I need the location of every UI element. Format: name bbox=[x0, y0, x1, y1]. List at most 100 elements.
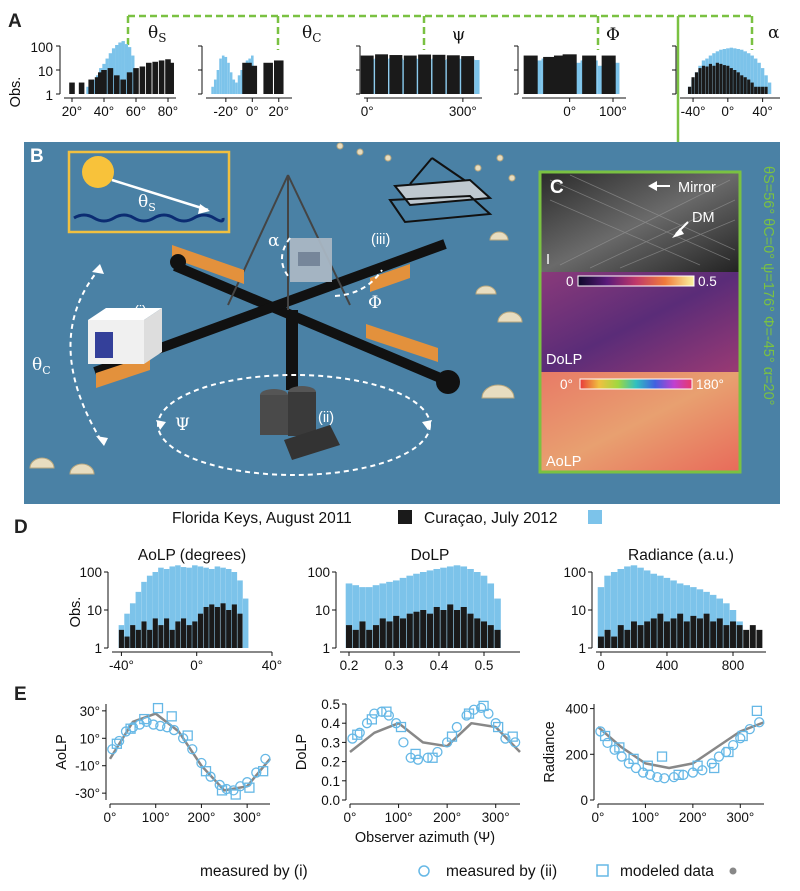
A-alpha-bar-florida-2 bbox=[694, 72, 699, 94]
D-dolp-bar-curacao-8 bbox=[399, 577, 407, 648]
A-psi-bar-florida-6 bbox=[446, 55, 460, 94]
D-aolp-bar-florida-19 bbox=[226, 610, 232, 648]
A-alpha-xtick-label-1: 0° bbox=[721, 104, 734, 119]
D-radiance-bar-curacao-1 bbox=[604, 575, 611, 648]
E-dolp-point-i-3 bbox=[369, 708, 380, 719]
D-radiance-title: Radiance (a.u.) bbox=[628, 547, 734, 564]
E-radiance-point-i-19 bbox=[744, 723, 755, 735]
E-radiance-xtick-label-0: 0° bbox=[592, 810, 605, 825]
E-radiance-ytick-label-2: 0 bbox=[580, 793, 588, 808]
parameter-readout: θS=56° θC=0° ψ=176° Φ=-45° α=20° bbox=[760, 166, 776, 405]
D-radiance-bar-florida-0 bbox=[597, 636, 604, 648]
E-radiance-xtick-label-2: 200° bbox=[679, 810, 707, 825]
D-radiance-bar-florida-13 bbox=[683, 621, 690, 648]
A-thetaS-bar-florida-1 bbox=[78, 82, 85, 94]
A-alpha-xtick-label-2: 40° bbox=[752, 104, 772, 119]
D-aolp-bar-florida-9 bbox=[169, 629, 175, 648]
A-alpha-bar-florida-10 bbox=[722, 65, 726, 94]
D-dolp-bar-florida-8 bbox=[399, 618, 407, 648]
A-alpha-bar-florida-9 bbox=[719, 63, 723, 94]
E-dolp-point-ii-10 bbox=[507, 731, 518, 742]
E-aolp-xtick-label-0: 0° bbox=[104, 810, 117, 825]
D-radiance-bar-curacao-6 bbox=[637, 567, 644, 648]
D-dolp-bar-florida-14 bbox=[440, 610, 447, 648]
A-thetaS-bar-florida-10 bbox=[133, 68, 139, 94]
A-alpha-bar-florida-20 bbox=[757, 86, 761, 94]
D-dolp-bar-florida-3 bbox=[366, 629, 373, 648]
legend-florida-label: Florida Keys, August 2011 bbox=[172, 510, 352, 527]
D-dolp-bar-curacao-22 bbox=[494, 598, 501, 648]
A-thetaC-bar-florida-0 bbox=[242, 62, 252, 94]
legend: Florida Keys, August 2011 Curaçao, July … bbox=[172, 510, 602, 527]
E-aolp-model-curve bbox=[108, 712, 271, 792]
D-radiance-xtick-label-2: 800 bbox=[722, 658, 745, 673]
D-radiance-bar-florida-21 bbox=[736, 625, 743, 648]
A-alpha-bar-florida-8 bbox=[715, 62, 719, 94]
D-aolp-bar-curacao-11 bbox=[180, 567, 187, 648]
A-phi-bar-florida-5 bbox=[601, 55, 616, 94]
panel-a-histograms: 20° 40° 60° 80° -20° 0° 20° 0° 300° 0° 100° -40° 0° 4… bbox=[56, 41, 780, 119]
aolp-colorbar bbox=[579, 378, 693, 390]
camera-ii bbox=[260, 386, 340, 460]
D-dolp-ytick-label-1: 10 bbox=[315, 603, 330, 618]
connector-lines bbox=[126, 14, 754, 172]
legend-measured-ii: measured by (ii) bbox=[446, 863, 557, 880]
D-aolp-bar-curacao-22 bbox=[242, 598, 249, 648]
A-thetaS-bar-florida-0 bbox=[69, 82, 75, 94]
A-thetaS-xtick-label-1: 40° bbox=[94, 104, 114, 119]
label-ii: (ii) bbox=[318, 410, 334, 426]
D-radiance-ytick-label-0: 100 bbox=[563, 565, 586, 580]
D-aolp-bar-florida-8 bbox=[164, 618, 170, 648]
D-aolp-bar-florida-2 bbox=[130, 625, 136, 648]
D-aolp-bar-florida-10 bbox=[175, 621, 181, 648]
title-alpha: α bbox=[768, 23, 780, 43]
D-radiance-bar-curacao-8 bbox=[650, 573, 658, 648]
D-aolp-bar-curacao-13 bbox=[192, 565, 198, 648]
floating-cage bbox=[388, 157, 493, 224]
E-aolp-point-i-19 bbox=[251, 767, 262, 778]
A-thetaC-bar-curacao-10 bbox=[237, 75, 241, 94]
E-dolp-point-ii-3 bbox=[395, 721, 407, 733]
A-thetaS-bar-curacao-7 bbox=[111, 48, 116, 94]
label-psi: Ψ bbox=[175, 415, 190, 435]
D-aolp-ytick-label-1: 10 bbox=[87, 603, 102, 618]
D-radiance-bar-florida-24 bbox=[756, 629, 763, 648]
A-thetaS-bar-florida-2 bbox=[88, 79, 94, 94]
A-thetaC-xtick-label-0: -20° bbox=[213, 104, 238, 119]
E-aolp-point-ii-4 bbox=[166, 711, 177, 722]
A-alpha-bar-curacao-16 bbox=[743, 51, 747, 94]
D-aolp-bar-florida-0 bbox=[118, 629, 124, 648]
A-thetaS-bar-florida-11 bbox=[139, 66, 146, 94]
label-theta-s: θS bbox=[138, 192, 156, 214]
D-radiance-bar-florida-6 bbox=[637, 625, 644, 648]
E-dolp-model-curve bbox=[349, 721, 521, 753]
A-thetaS-bar-florida-4 bbox=[98, 72, 104, 94]
D-aolp-bar-florida-3 bbox=[135, 629, 141, 648]
D-radiance-bar-curacao-7 bbox=[643, 570, 651, 648]
D-aolp-bar-florida-20 bbox=[231, 604, 237, 648]
E-aolp-ytick-label-1: 10° bbox=[80, 731, 100, 746]
D-radiance-bar-florida-7 bbox=[644, 621, 651, 648]
D-dolp-bar-florida-22 bbox=[494, 629, 501, 648]
D-radiance-bar-florida-9 bbox=[657, 613, 664, 648]
E-aolp-point-ii-8 bbox=[230, 789, 241, 800]
D-aolp-bar-curacao-6 bbox=[152, 572, 159, 648]
D-dolp-xtick-label-2: 0.4 bbox=[430, 658, 449, 673]
A-phi-bar-florida-0 bbox=[523, 55, 538, 94]
E-aolp-point-i-20 bbox=[260, 753, 271, 765]
E-aolp-xtick-label-1: 100° bbox=[142, 810, 170, 825]
E-aolp-point-i-11 bbox=[187, 744, 198, 755]
E-dolp-ylabel: DoLP bbox=[294, 734, 310, 770]
A-psi-bar-florida-2 bbox=[389, 55, 403, 94]
D-dolp-bar-curacao-12 bbox=[426, 570, 434, 648]
A-alpha-bar-florida-5 bbox=[705, 66, 709, 94]
E-dolp-point-i-18 bbox=[490, 718, 501, 729]
D-aolp-bar-florida-5 bbox=[147, 629, 153, 648]
sun-icon bbox=[82, 156, 114, 188]
A-alpha-bar-florida-15 bbox=[740, 75, 744, 94]
A-thetaC-bar-curacao-9 bbox=[235, 82, 238, 94]
legend-measured-i: measured by (i) bbox=[200, 863, 308, 880]
E-aolp-point-ii-10 bbox=[257, 766, 269, 777]
D-dolp-bar-florida-2 bbox=[359, 621, 366, 648]
E-aolp-point-i-6 bbox=[148, 719, 159, 730]
